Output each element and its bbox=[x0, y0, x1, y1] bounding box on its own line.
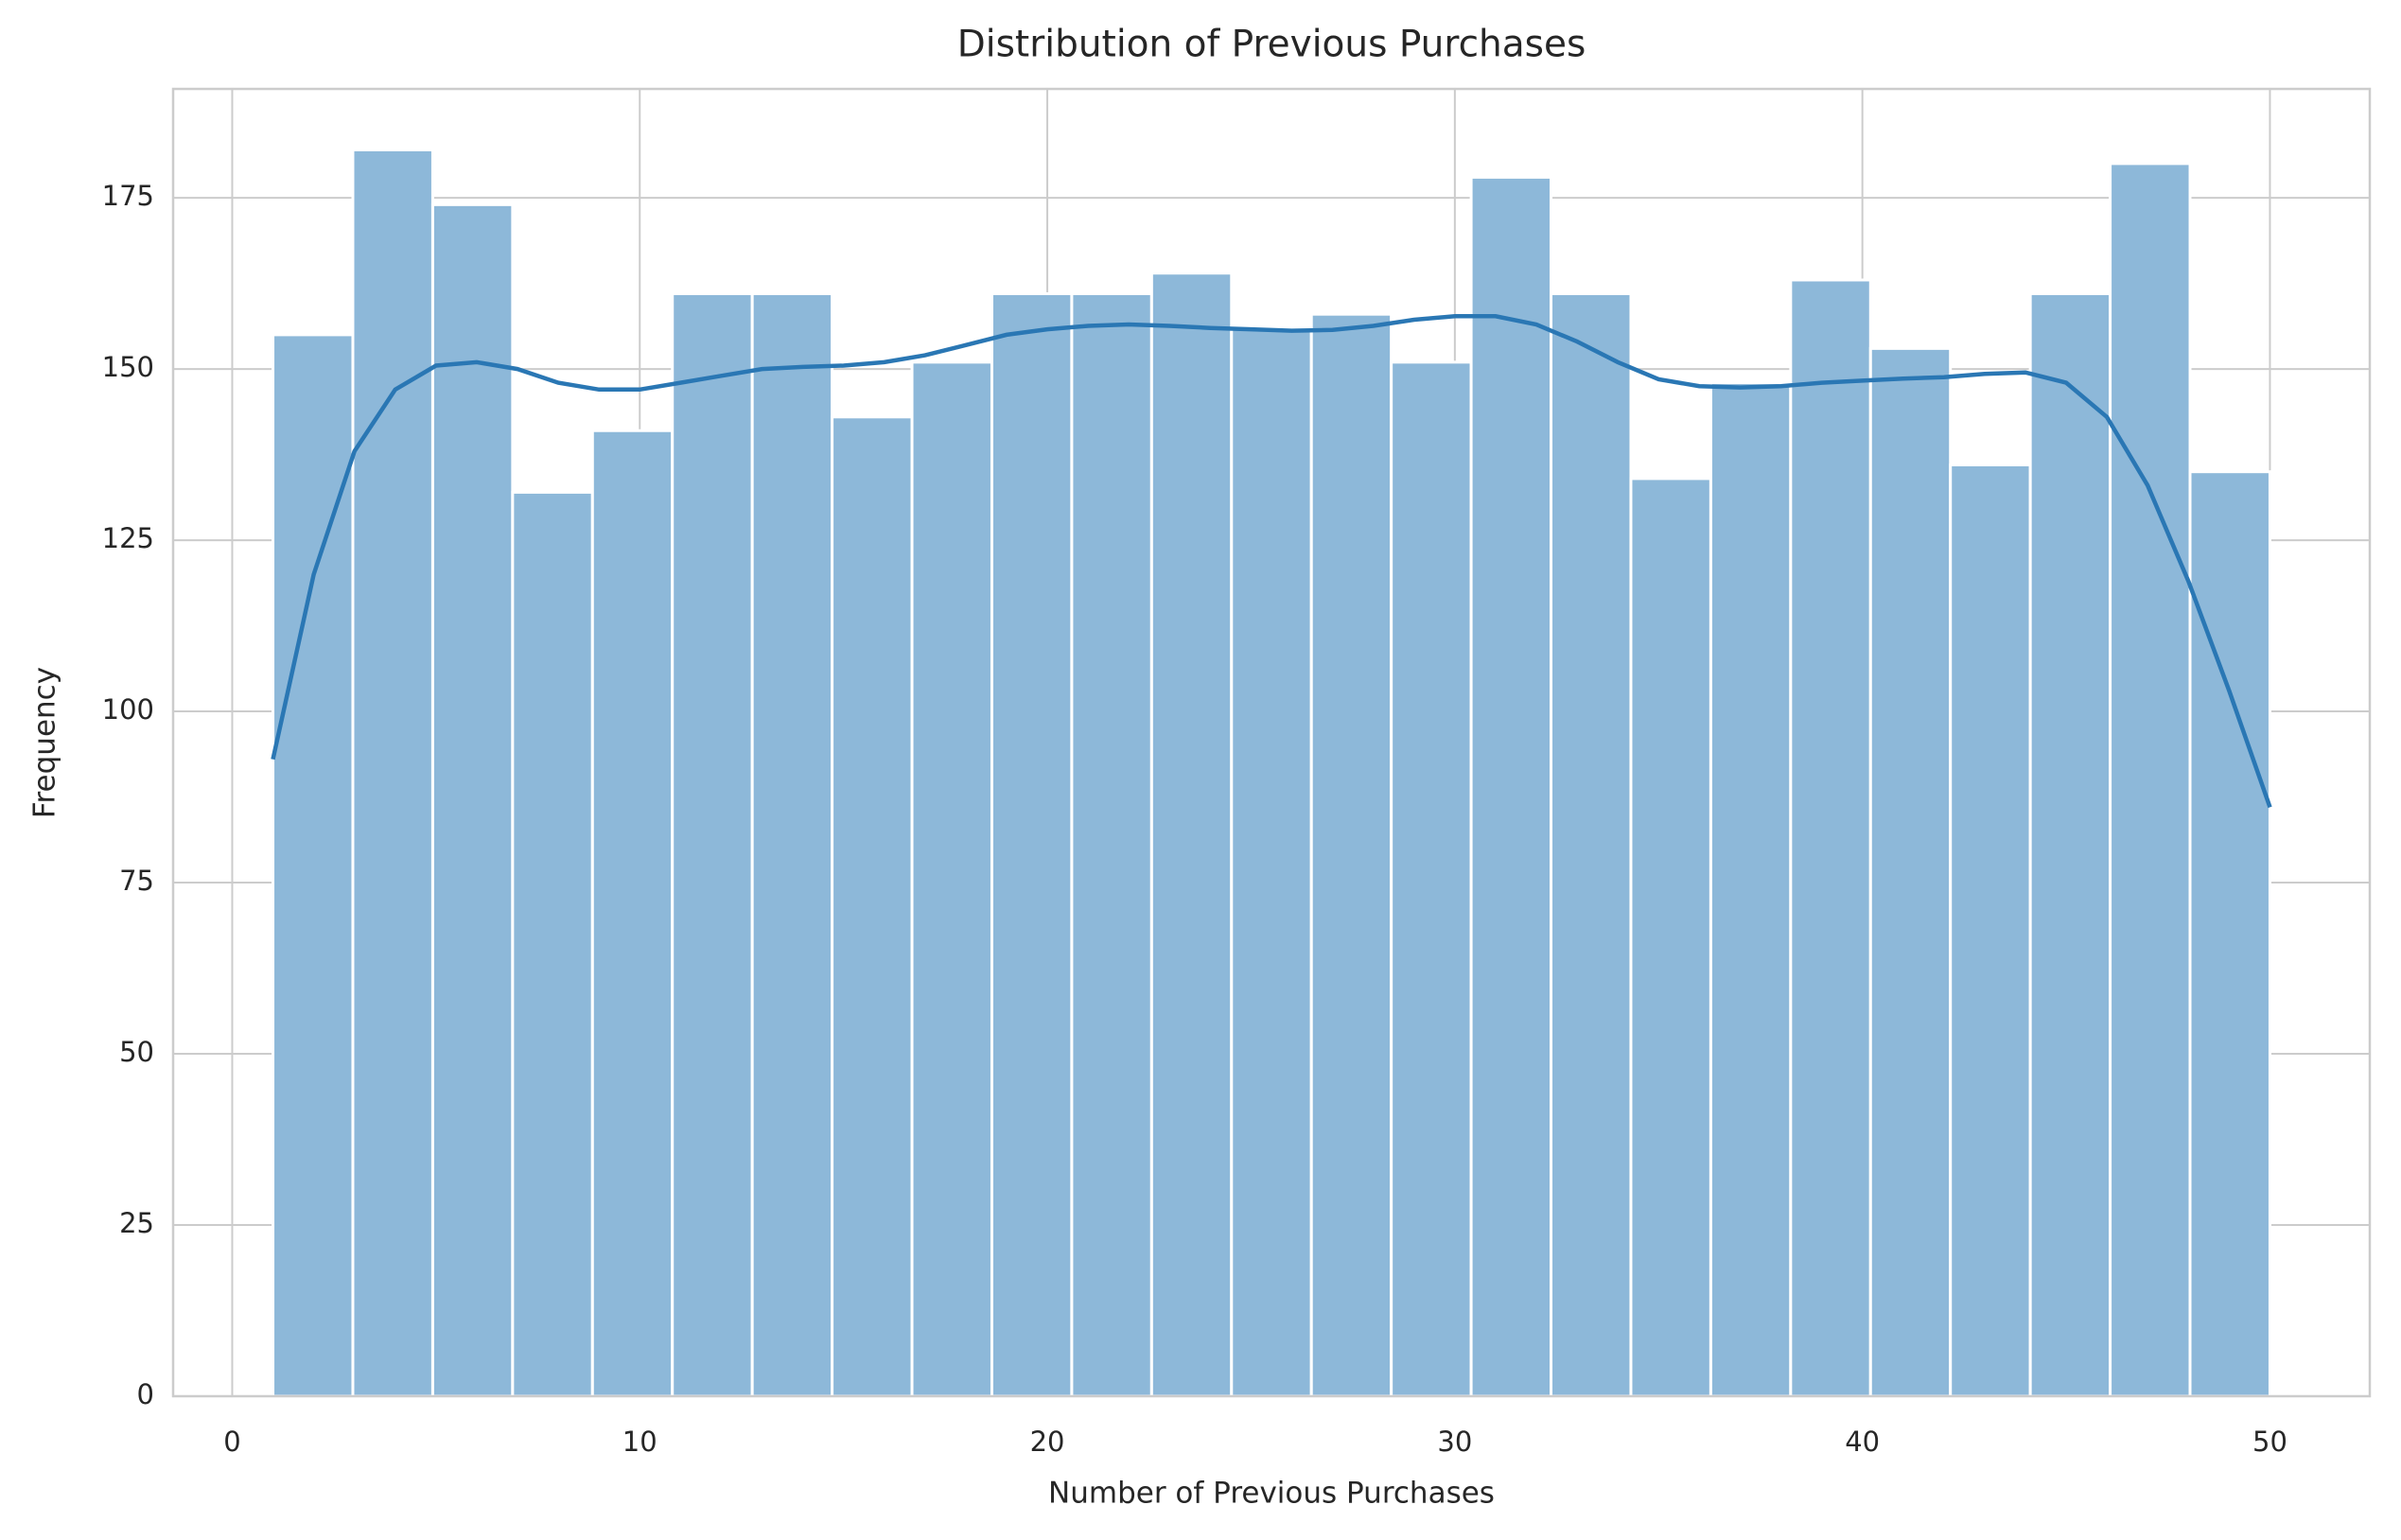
y-tick-label: 100 bbox=[102, 693, 154, 726]
bar bbox=[1949, 463, 2032, 1398]
bar bbox=[351, 148, 434, 1398]
y-axis-label: Frequency bbox=[28, 667, 62, 818]
bar bbox=[831, 415, 914, 1398]
bar bbox=[2109, 162, 2192, 1398]
y-tick-label: 25 bbox=[119, 1207, 154, 1239]
bar bbox=[1550, 291, 1633, 1398]
bar bbox=[2028, 291, 2112, 1398]
bar bbox=[590, 429, 675, 1398]
x-tick-label: 30 bbox=[1437, 1426, 1472, 1458]
y-tick-label: 125 bbox=[102, 522, 154, 554]
bar bbox=[750, 291, 834, 1398]
bar bbox=[511, 490, 594, 1398]
bar bbox=[1309, 312, 1393, 1398]
bar bbox=[1789, 278, 1872, 1398]
y-tick-label: 0 bbox=[137, 1378, 154, 1410]
bar bbox=[1629, 477, 1712, 1398]
bar bbox=[1070, 291, 1153, 1398]
bar bbox=[1709, 381, 1793, 1398]
y-tick-label: 150 bbox=[102, 351, 154, 383]
y-tick-label: 50 bbox=[119, 1036, 154, 1068]
bar bbox=[1230, 326, 1313, 1398]
bar bbox=[990, 291, 1074, 1398]
bar bbox=[1390, 360, 1473, 1398]
x-axis-label: Number of Previous Purchases bbox=[1048, 1477, 1495, 1511]
plot-frame bbox=[171, 87, 2372, 1398]
y-tick-label: 75 bbox=[119, 865, 154, 897]
x-tick-label: 0 bbox=[223, 1426, 240, 1458]
bar bbox=[910, 360, 993, 1398]
bar bbox=[2188, 470, 2271, 1398]
bar bbox=[1868, 346, 1953, 1398]
bar bbox=[1469, 175, 1553, 1398]
kde-line bbox=[271, 314, 2272, 809]
x-tick-label: 20 bbox=[1030, 1426, 1065, 1458]
chart-title: Distribution of Previous Purchases bbox=[957, 24, 1586, 66]
bar bbox=[1149, 271, 1234, 1398]
x-tick-label: 50 bbox=[2252, 1426, 2287, 1458]
x-tick-label: 40 bbox=[1845, 1426, 1880, 1458]
bar bbox=[430, 202, 515, 1398]
y-tick-label: 175 bbox=[102, 180, 154, 212]
x-tick-label: 10 bbox=[622, 1426, 657, 1458]
bar bbox=[671, 291, 754, 1398]
